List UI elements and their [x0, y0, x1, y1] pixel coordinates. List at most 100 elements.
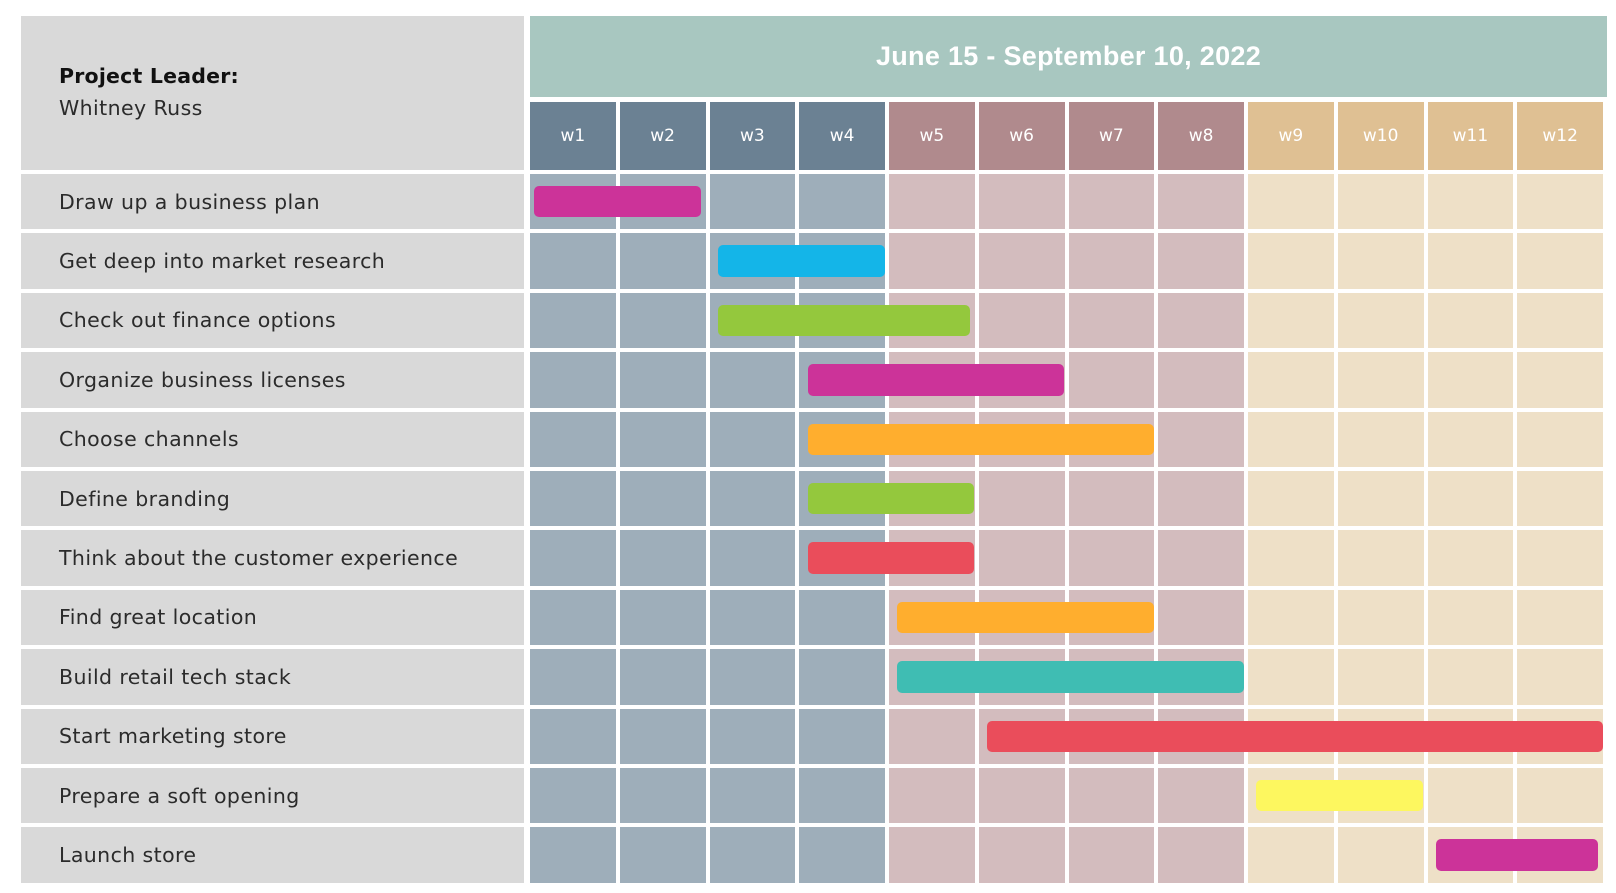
grid-cell — [530, 471, 616, 527]
grid-cell — [1158, 530, 1244, 586]
grid-cell — [889, 174, 975, 230]
grid-cell — [1427, 174, 1514, 230]
grid-cell — [1337, 352, 1424, 408]
grid-cell — [1337, 589, 1424, 646]
grid-cell — [530, 233, 616, 289]
grid-cell — [889, 827, 975, 883]
grid-cell — [619, 233, 706, 289]
task-label: Draw up a business plan — [21, 174, 524, 230]
grid-cell — [978, 292, 1065, 349]
week-header-w4: w4 — [799, 102, 885, 170]
task-bar[interactable] — [807, 423, 1154, 455]
grid-cell — [1337, 649, 1424, 705]
grid-cell — [1248, 471, 1334, 527]
task-bar[interactable] — [717, 304, 970, 337]
grid-cell — [530, 411, 616, 467]
grid-cell — [1337, 233, 1424, 289]
grid-cell — [709, 530, 796, 586]
grid-cell — [1427, 352, 1514, 408]
grid-cell — [530, 352, 616, 408]
grid-cell — [799, 649, 885, 705]
grid-cell — [530, 827, 616, 883]
grid-cell — [1517, 589, 1603, 646]
grid-cell — [619, 530, 706, 586]
grid-cell — [1517, 530, 1603, 586]
grid-cell — [1517, 233, 1603, 289]
grid-cell — [1158, 471, 1244, 527]
grid-cell — [1337, 292, 1424, 349]
grid-cell — [1158, 233, 1244, 289]
task-bar[interactable] — [897, 661, 1244, 693]
grid-cell — [1158, 589, 1244, 646]
task-bar[interactable] — [987, 720, 1603, 752]
task-bar[interactable] — [897, 601, 1154, 634]
task-bar[interactable] — [807, 542, 975, 574]
grid-cell — [1427, 530, 1514, 586]
grid-cell — [619, 292, 706, 349]
grid-cell — [1248, 649, 1334, 705]
grid-cell — [1517, 768, 1603, 824]
grid-cell — [709, 471, 796, 527]
grid-cell — [530, 708, 616, 764]
grid-cell — [978, 768, 1065, 824]
grid-cell — [978, 174, 1065, 230]
grid-cell — [1158, 411, 1244, 467]
grid-cell — [619, 471, 706, 527]
task-bar[interactable] — [1256, 780, 1423, 812]
grid-cell — [889, 708, 975, 764]
grid-cell — [530, 292, 616, 349]
grid-cell — [1427, 768, 1514, 824]
grid-cell — [1517, 411, 1603, 467]
grid-cell — [709, 649, 796, 705]
task-bar[interactable] — [1435, 839, 1599, 871]
week-header-w8: w8 — [1158, 102, 1244, 170]
grid-cell — [1337, 827, 1424, 883]
grid-cell — [1248, 827, 1334, 883]
grid-cell — [1248, 530, 1334, 586]
grid-cell — [530, 649, 616, 705]
week-header-w9: w9 — [1248, 102, 1334, 170]
grid-cell — [799, 827, 885, 883]
grid-cell — [799, 768, 885, 824]
grid-cell — [619, 352, 706, 408]
task-bar[interactable] — [807, 364, 1064, 396]
week-header-w5: w5 — [889, 102, 975, 170]
project-leader-name: Whitney Russ — [59, 96, 203, 120]
task-label: Prepare a soft opening — [21, 768, 524, 824]
grid-cell — [530, 768, 616, 824]
grid-cell — [1427, 292, 1514, 349]
grid-cell — [530, 589, 616, 646]
grid-cell — [1517, 292, 1603, 349]
grid-cell — [799, 589, 885, 646]
grid-cell — [619, 827, 706, 883]
grid-cell — [619, 649, 706, 705]
grid-cell — [1248, 292, 1334, 349]
grid-cell — [1068, 233, 1155, 289]
grid-cell — [1337, 411, 1424, 467]
grid-cell — [709, 352, 796, 408]
grid-cell — [619, 768, 706, 824]
grid-cell — [1427, 233, 1514, 289]
grid-cell — [1068, 768, 1155, 824]
task-bar[interactable] — [717, 245, 885, 277]
grid-cell — [889, 233, 975, 289]
grid-cell — [1337, 174, 1424, 230]
grid-cell — [978, 233, 1065, 289]
task-bar[interactable] — [534, 186, 701, 218]
task-bar[interactable] — [807, 483, 975, 515]
grid-cell — [709, 174, 796, 230]
grid-cell — [1517, 471, 1603, 527]
week-header-w7: w7 — [1068, 102, 1155, 170]
week-header-w6: w6 — [978, 102, 1065, 170]
grid-cell — [1248, 174, 1334, 230]
grid-cell — [1158, 352, 1244, 408]
grid-cell — [1158, 827, 1244, 883]
grid-cell — [1068, 352, 1155, 408]
grid-cell — [709, 708, 796, 764]
task-label: Choose channels — [21, 411, 524, 467]
week-header-w3: w3 — [709, 102, 796, 170]
grid-cell — [1248, 352, 1334, 408]
grid-cell — [709, 589, 796, 646]
task-label: Define branding — [21, 471, 524, 527]
grid-cell — [1517, 649, 1603, 705]
